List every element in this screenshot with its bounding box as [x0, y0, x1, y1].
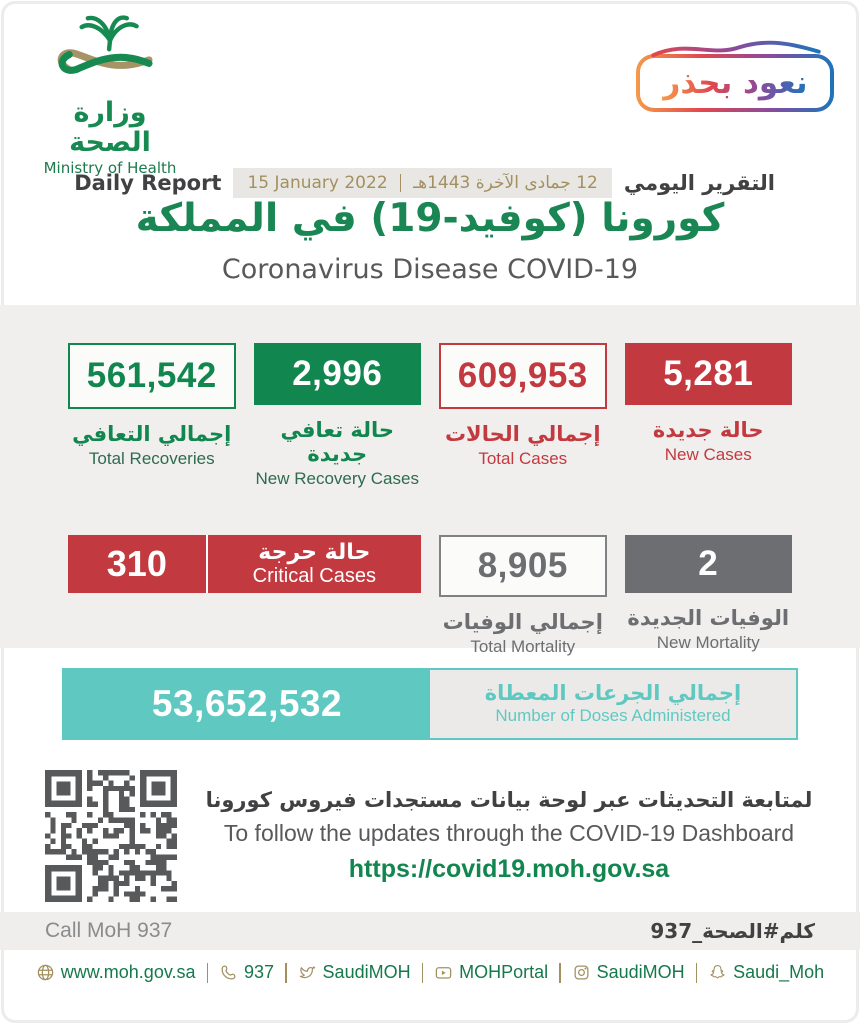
- footer-website: www.moh.gov.sa: [36, 962, 196, 983]
- footer-separator: [421, 962, 424, 983]
- call-moh-bar: Call MoH 937 كلم#الصحة_937: [0, 912, 860, 950]
- twitter-icon: [299, 966, 315, 979]
- page-title-arabic: كورونا (كوفيد-19) في المملكة: [135, 196, 725, 241]
- report-date-gregorian: 15 January 2022: [247, 173, 388, 193]
- badge-inner: نعود بحذر: [640, 58, 830, 108]
- footer-youtube-label: MOHPortal: [459, 962, 549, 982]
- footer-separator: [285, 962, 287, 983]
- daily-report-label: Daily Report: [74, 171, 222, 195]
- new-cases-label-en: New Cases: [664, 445, 752, 464]
- footer-snapchat-label: Saudi_Moh: [733, 962, 825, 982]
- return-with-caution-badge: نعود بحذر: [636, 40, 834, 112]
- stat-card-new-mortality: 2 الوفيات الجديدة New Mortality: [624, 535, 792, 657]
- total-mortality-label-ar: إجمالي الوفيات: [442, 610, 603, 634]
- footer-phone: 937: [219, 962, 274, 983]
- moh-emblem-icon: [57, 15, 153, 74]
- youtube-icon: [435, 967, 452, 979]
- footer-snapchat: Saudi_Moh: [708, 962, 824, 983]
- page-title-english: Coronavirus Disease COVID-19: [221, 254, 639, 285]
- footer-youtube: MOHPortal: [434, 962, 548, 983]
- badge-wave-icon: [651, 40, 821, 58]
- critical-cases-value: 310: [106, 543, 167, 584]
- stats-row-1: 561,542 إجمالي التعافي Total Recoveries …: [68, 343, 792, 489]
- report-date-hijri: 12 جمادى الآخرة 1443هـ: [413, 173, 598, 193]
- footer-links-row: www.moh.gov.sa 937 SaudiMOH MOHPortal Sa…: [0, 962, 860, 983]
- moh-logo: وزارة الصحة Ministry of Health: [30, 12, 190, 177]
- critical-divider: [205, 535, 208, 593]
- stat-card-total-mortality: 8,905 إجمالي الوفيات Total Mortality: [439, 535, 607, 657]
- footer-separator: [206, 962, 208, 983]
- phone-icon: [221, 965, 236, 980]
- doses-administered-banner: 53,652,532 إجمالي الجرعات المعطاة Number…: [62, 668, 798, 740]
- doses-label-ar: إجمالي الجرعات المعطاة: [484, 681, 742, 706]
- footer-phone-label: 937: [244, 962, 275, 982]
- total-mortality-label-en: Total Mortality: [470, 637, 576, 656]
- stat-card-new-recoveries: 2,996 حالة تعافي جديدة New Recovery Case…: [253, 343, 421, 489]
- doses-value: 53,652,532: [64, 670, 430, 738]
- stats-row-2: 310 حالة حرجة Critical Cases 8,905 إجمال…: [68, 535, 792, 657]
- footer-twitter: SaudiMOH: [298, 962, 411, 983]
- dashboard-note-arabic: لمتابعة التحديثات عبر لوحة بيانات مستجدا…: [205, 788, 813, 812]
- stat-card-new-cases: 5,281 حالة جديدة New Cases: [624, 343, 792, 489]
- report-meta-row: Daily Report 15 January 2022 12 جمادى ال…: [74, 168, 775, 198]
- badge-gradient-border: نعود بحذر: [636, 54, 834, 112]
- globe-icon: [37, 964, 54, 981]
- date-separator: [399, 174, 402, 192]
- total-recoveries-value: 561,542: [68, 343, 236, 409]
- footer-instagram: SaudiMOH: [572, 962, 685, 983]
- total-mortality-value: 8,905: [439, 535, 607, 597]
- snapchat-icon: [710, 964, 725, 979]
- critical-cases-label-ar: حالة حرجة: [258, 539, 371, 565]
- total-cases-value: 609,953: [439, 343, 607, 409]
- ministry-name-english: Ministry of Health: [43, 159, 177, 178]
- footer-separator: [695, 962, 698, 983]
- doses-label-en: Number of Doses Administered: [495, 706, 731, 726]
- total-recoveries-label-en: Total Recoveries: [88, 449, 215, 468]
- statistics-section: 561,542 إجمالي التعافي Total Recoveries …: [0, 305, 860, 656]
- new-mortality-label-en: New Mortality: [656, 633, 760, 652]
- call-moh-english: Call MoH 937: [45, 919, 173, 942]
- new-recoveries-value: 2,996: [253, 343, 421, 405]
- critical-cases-banner: 310 حالة حرجة Critical Cases: [68, 535, 421, 593]
- qr-code: [45, 770, 178, 903]
- new-cases-label-ar: حالة جديدة: [652, 418, 764, 442]
- ministry-name-arabic: وزارة الصحة: [69, 97, 151, 158]
- call-moh-arabic: كلم#الصحة_937: [650, 919, 815, 943]
- total-recoveries-label-ar: إجمالي التعافي: [72, 422, 232, 446]
- critical-cases-label-en: Critical Cases: [252, 565, 376, 588]
- report-date-pill: 15 January 2022 12 جمادى الآخرة 1443هـ: [233, 168, 612, 198]
- footer-website-label: www.moh.gov.sa: [60, 962, 196, 982]
- footer-twitter-label: SaudiMOH: [322, 962, 411, 982]
- stat-card-total-cases: 609,953 إجمالي الحالات Total Cases: [439, 343, 607, 489]
- total-cases-label-en: Total Cases: [478, 449, 568, 468]
- stat-card-total-recoveries: 561,542 إجمالي التعافي Total Recoveries: [68, 343, 236, 489]
- dashboard-url-link[interactable]: https://covid19.moh.gov.sa: [348, 855, 670, 883]
- total-cases-label-ar: إجمالي الحالات: [444, 422, 601, 446]
- instagram-icon: [574, 965, 589, 980]
- daily-report-label-arabic: التقرير اليومي: [623, 171, 775, 195]
- new-recoveries-label-ar: حالة تعافي جديدة: [280, 418, 395, 466]
- new-cases-value: 5,281: [624, 343, 792, 405]
- footer-instagram-label: SaudiMOH: [596, 962, 685, 982]
- footer-separator: [559, 962, 561, 983]
- dashboard-note-english: To follow the updates through the COVID-…: [223, 820, 795, 846]
- new-mortality-label-ar: الوفيات الجديدة: [627, 606, 790, 630]
- new-recoveries-label-en: New Recovery Cases: [255, 469, 419, 488]
- new-mortality-value: 2: [624, 535, 792, 593]
- badge-text: نعود بحذر: [662, 65, 808, 101]
- dashboard-section: لمتابعة التحديثات عبر لوحة بيانات مستجدا…: [45, 770, 815, 903]
